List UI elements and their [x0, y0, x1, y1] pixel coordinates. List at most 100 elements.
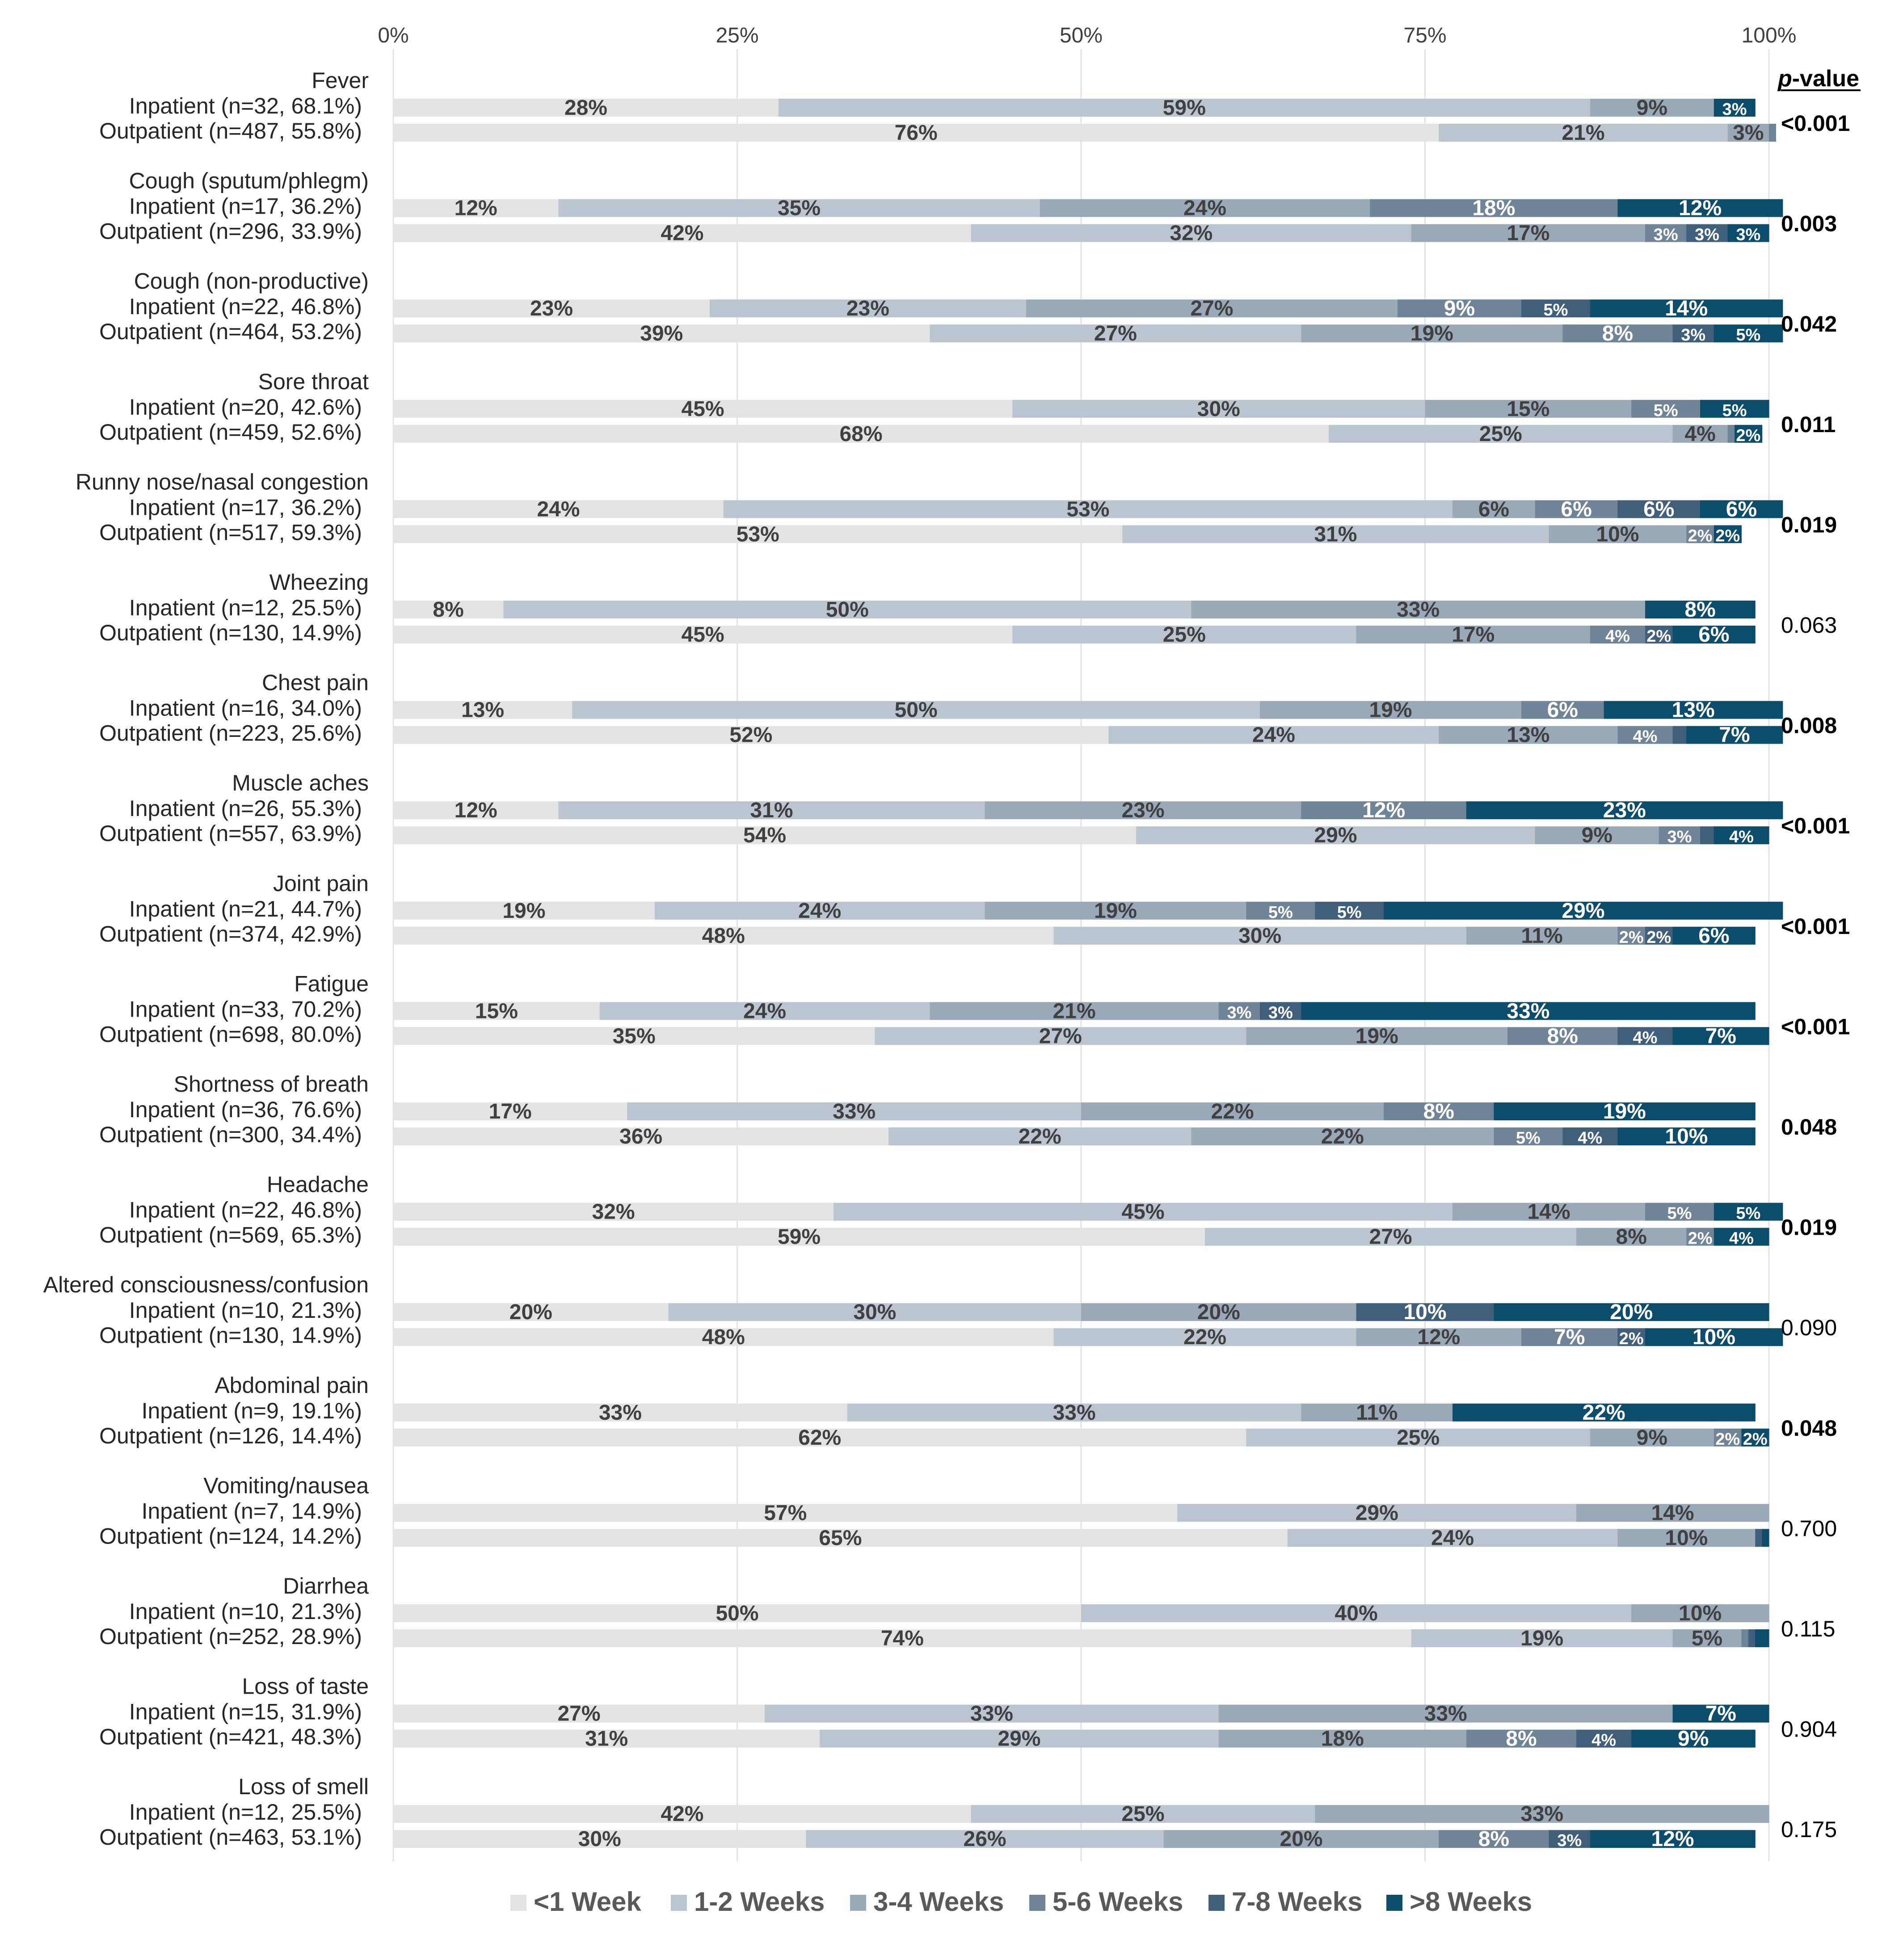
symptom-8-inpatient-segment-3-4-weeks: [985, 901, 1246, 920]
symptom-1-inpatient-data-label: 12%: [1679, 197, 1722, 220]
symptom-1-outpatient-segment--8-weeks: [1727, 224, 1769, 242]
symptom-2-outpatient-data-label: 39%: [640, 322, 683, 345]
symptom-7-inpatient-label: Inpatient (n=26, 55.3%): [129, 796, 362, 821]
symptom-2-inpatient-segment-7-8-weeks: [1521, 299, 1591, 318]
symptom-7-inpatient-segment-1-2-weeks: [558, 801, 985, 820]
symptom-3-inpatient-segment--8-weeks: [1700, 400, 1769, 418]
symptom-15-p-value: 0.115: [1781, 1616, 1835, 1641]
symptom-3-outpatient-label: Outpatient (n=459, 52.6%): [99, 420, 362, 445]
symptom-4-inpatient-segment-5-6-weeks: [1535, 500, 1618, 518]
legend-swatch: [1208, 1895, 1225, 1911]
symptom-10-outpatient-data-label: 5%: [1516, 1129, 1541, 1148]
symptom-11-outpatient-segment-5-6-weeks: [1686, 1228, 1714, 1246]
symptom-5-name: Wheezing: [269, 570, 369, 595]
symptom-9-inpatient-segment-1-2-weeks: [599, 1002, 930, 1020]
symptom-10-outpatient-data-label: 10%: [1665, 1125, 1708, 1148]
symptom-12-inpatient-segment-3-4-weeks: [1081, 1303, 1357, 1321]
symptom-9-outpatient-data-label: 19%: [1356, 1024, 1398, 1048]
symptom-3-outpatient-segment--1-week: [393, 425, 1329, 443]
symptom-11-inpatient-segment--1-week: [393, 1203, 834, 1221]
symptom-11-inpatient-data-label: 45%: [1121, 1200, 1164, 1224]
p-value-column: p-value <0.001 0.003 0.042 0.011 0.019 0.063 0…: [1777, 66, 1861, 1842]
symptom-1-outpatient-segment-3-4-weeks: [1411, 224, 1646, 242]
symptom-14-outpatient-segment--1-week: [393, 1529, 1288, 1547]
symptom-5-outpatient-data-label: 45%: [682, 623, 724, 647]
symptom-1-inpatient-label: Inpatient (n=17, 36.2%): [129, 194, 362, 219]
symptom-17-inpatient-segment-1-2-weeks: [971, 1805, 1315, 1823]
symptom-4-p-value: 0.019: [1781, 512, 1837, 537]
symptom-10-inpatient-data-label: 33%: [833, 1100, 876, 1123]
symptom-8-outpatient-segment-7-8-weeks: [1645, 926, 1673, 945]
symptom-16-inpatient-data-label: 33%: [1424, 1702, 1467, 1726]
symptom-7-outpatient-segment--8-weeks: [1714, 826, 1769, 845]
symptom-10-name: Shortness of breath: [174, 1072, 369, 1097]
symptom-17-name: Loss of smell: [238, 1774, 369, 1799]
symptom-7-inpatient-data-label: 23%: [1603, 799, 1646, 822]
symptom-4-outpatient-segment--8-weeks: [1714, 525, 1742, 543]
symptom-12-outpatient-segment-7-8-weeks: [1617, 1328, 1646, 1346]
symptom-2-outpatient-label: Outpatient (n=464, 53.2%): [99, 319, 362, 344]
symptom-4-inpatient-data-label: 6%: [1561, 497, 1591, 521]
symptom-8-outpatient-segment-5-6-weeks: [1617, 926, 1646, 945]
symptom-17-outpatient-data-label: 30%: [578, 1827, 621, 1851]
symptom-17-outpatient-data-label: 20%: [1280, 1827, 1322, 1851]
symptom-5-inpatient-data-label: 8%: [1684, 598, 1715, 622]
symptom-6-inpatient-data-label: 6%: [1547, 698, 1578, 722]
symptom-4-inpatient-segment--1-week: [393, 500, 724, 518]
symptom-6-p-value: 0.008: [1781, 713, 1837, 738]
symptom-15-inpatient-segment-3-4-weeks: [1631, 1604, 1769, 1622]
symptom-7-outpatient-data-label: 54%: [743, 824, 786, 847]
symptom-6-inpatient-segment--1-week: [393, 701, 573, 719]
symptom-15-outpatient-data-label: 19%: [1520, 1627, 1563, 1650]
symptom-1-outpatient-data-label: 32%: [1170, 222, 1213, 245]
symptom-11-inpatient-segment-5-6-weeks: [1645, 1203, 1714, 1221]
symptom-12-inpatient-label: Inpatient (n=10, 21.3%): [129, 1298, 362, 1323]
symptom-9-inpatient-data-label: 3%: [1227, 1003, 1252, 1022]
symptom-2-inpatient-segment-3-4-weeks: [1026, 299, 1398, 318]
symptom-11-outpatient-data-label: 4%: [1729, 1229, 1754, 1248]
symptom-4-inpatient-segment--8-weeks: [1700, 500, 1783, 518]
symptom-10-inpatient-data-label: 22%: [1211, 1100, 1254, 1123]
symptom-4-name: Runny nose/nasal congestion: [76, 469, 369, 494]
symptom-9-outpatient-data-label: 8%: [1547, 1024, 1578, 1048]
symptom-12-inpatient-data-label: 30%: [853, 1300, 896, 1324]
symptom-15-inpatient-data-label: 40%: [1335, 1602, 1378, 1625]
symptom-16-inpatient-segment--1-week: [393, 1704, 765, 1723]
symptom-6-outpatient-segment-1-2-weeks: [1108, 726, 1439, 744]
symptom-16-inpatient-segment-3-4-weeks: [1218, 1704, 1673, 1723]
symptom-2-outpatient-data-label: 3%: [1681, 326, 1705, 345]
symptom-1-outpatient-data-label: 42%: [661, 222, 703, 245]
symptom-2-p-value: 0.042: [1781, 311, 1837, 336]
symptom-1-outpatient-data-label: 3%: [1695, 226, 1719, 244]
symptom-3-outpatient-data-label: 2%: [1736, 426, 1760, 445]
symptom-4-inpatient-data-label: 24%: [537, 497, 580, 521]
symptom-15-outpatient-segment--1-week: [393, 1629, 1412, 1647]
symptom-9-outpatient-segment-1-2-weeks: [875, 1027, 1246, 1045]
symptom-2-inpatient-segment--8-weeks: [1590, 299, 1783, 318]
symptom-17-outpatient-data-label: 12%: [1651, 1827, 1694, 1851]
symptom-1-inpatient-segment--8-weeks: [1617, 199, 1783, 217]
symptom-11-outpatient-segment-1-2-weeks: [1205, 1228, 1577, 1246]
symptom-4-inpatient-data-label: 6%: [1726, 497, 1757, 521]
symptom-12-inpatient-data-label: 20%: [509, 1300, 552, 1324]
symptom-0-outpatient-segment-1-2-weeks: [1439, 124, 1728, 142]
symptom-1-outpatient-segment--1-week: [393, 224, 972, 242]
symptom-1-outpatient-data-label: 17%: [1507, 222, 1549, 245]
symptom-12-outpatient-label: Outpatient (n=130, 14.9%): [99, 1323, 362, 1348]
symptom-1-outpatient-segment-5-6-weeks: [1645, 224, 1687, 242]
symptom-10-outpatient-data-label: 22%: [1321, 1125, 1364, 1148]
symptom-10-inpatient-segment--1-week: [393, 1102, 627, 1120]
symptom-13-outpatient-segment-3-4-weeks: [1590, 1428, 1714, 1447]
symptom-3-inpatient-segment-5-6-weeks: [1631, 400, 1701, 418]
symptom-17-p-value: 0.175: [1781, 1817, 1837, 1842]
symptom-6-outpatient-segment--8-weeks: [1686, 726, 1783, 744]
symptom-16-name: Loss of taste: [242, 1674, 369, 1699]
symptom-1-inpatient-segment-1-2-weeks: [558, 199, 1040, 217]
symptom-0-inpatient-data-label: 3%: [1722, 100, 1747, 119]
symptom-12-inpatient-segment-1-2-weeks: [668, 1303, 1082, 1321]
symptom-11-inpatient-segment--8-weeks: [1714, 1203, 1783, 1221]
symptom-6-inpatient-data-label: 19%: [1369, 698, 1412, 722]
symptom-5-outpatient-segment--1-week: [393, 626, 1013, 644]
symptom-13-inpatient-label: Inpatient (n=9, 19.1%): [142, 1398, 362, 1423]
